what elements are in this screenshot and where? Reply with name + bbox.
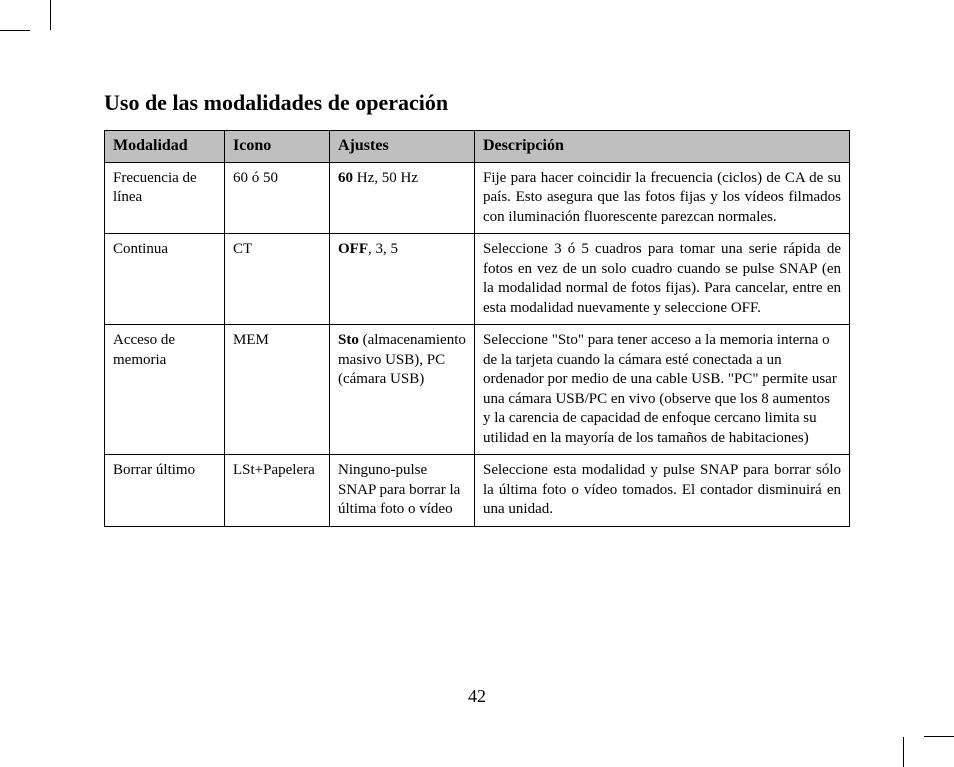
ajustes-default: Sto xyxy=(338,332,359,348)
cell-ajustes: OFF, 3, 5 xyxy=(330,234,475,325)
cell-icono: CT xyxy=(225,234,330,325)
col-header-descripcion: Descripción xyxy=(475,131,850,163)
cell-ajustes: 60 Hz, 50 Hz xyxy=(330,162,475,234)
ajustes-rest: Hz, 50 Hz xyxy=(353,170,418,186)
crop-mark xyxy=(903,737,904,767)
cell-icono: LSt+Papelera xyxy=(225,455,330,527)
modes-table: Modalidad Icono Ajustes Descripción Frec… xyxy=(104,130,850,527)
col-header-ajustes: Ajustes xyxy=(330,131,475,163)
ajustes-default: 60 xyxy=(338,170,353,186)
table-header-row: Modalidad Icono Ajustes Descripción xyxy=(105,131,850,163)
cell-modalidad: Frecuencia de línea xyxy=(105,162,225,234)
cell-icono: MEM xyxy=(225,325,330,455)
cell-descripcion: Seleccione esta modalidad y pulse SNAP p… xyxy=(475,455,850,527)
page-content: Uso de las modalidades de operación Moda… xyxy=(104,90,850,527)
crop-mark xyxy=(924,736,954,737)
cell-descripcion: Fije para hacer coincidir la frecuencia … xyxy=(475,162,850,234)
table-row: Frecuencia de línea 60 ó 50 60 Hz, 50 Hz… xyxy=(105,162,850,234)
crop-mark xyxy=(0,30,30,31)
section-title: Uso de las modalidades de operación xyxy=(104,90,850,116)
cell-ajustes: Sto (almacenamiento masivo USB), PC (cám… xyxy=(330,325,475,455)
cell-icono: 60 ó 50 xyxy=(225,162,330,234)
table-row: Continua CT OFF, 3, 5 Seleccione 3 ó 5 c… xyxy=(105,234,850,325)
page-number: 42 xyxy=(0,686,954,707)
col-header-icono: Icono xyxy=(225,131,330,163)
col-header-modalidad: Modalidad xyxy=(105,131,225,163)
table-row: Borrar último LSt+Papelera Ninguno-pulse… xyxy=(105,455,850,527)
cell-modalidad: Continua xyxy=(105,234,225,325)
table-row: Acceso de memoria MEM Sto (almacenamient… xyxy=(105,325,850,455)
ajustes-rest: Ninguno-pulse SNAP para borrar la última… xyxy=(338,462,460,517)
cell-descripcion: Seleccione 3 ó 5 cuadros para tomar una … xyxy=(475,234,850,325)
cell-modalidad: Borrar último xyxy=(105,455,225,527)
crop-mark xyxy=(50,0,51,30)
ajustes-rest: , 3, 5 xyxy=(368,241,398,257)
ajustes-default: OFF xyxy=(338,241,368,257)
cell-descripcion: Seleccione "Sto" para tener acceso a la … xyxy=(475,325,850,455)
cell-modalidad: Acceso de memoria xyxy=(105,325,225,455)
cell-ajustes: Ninguno-pulse SNAP para borrar la última… xyxy=(330,455,475,527)
